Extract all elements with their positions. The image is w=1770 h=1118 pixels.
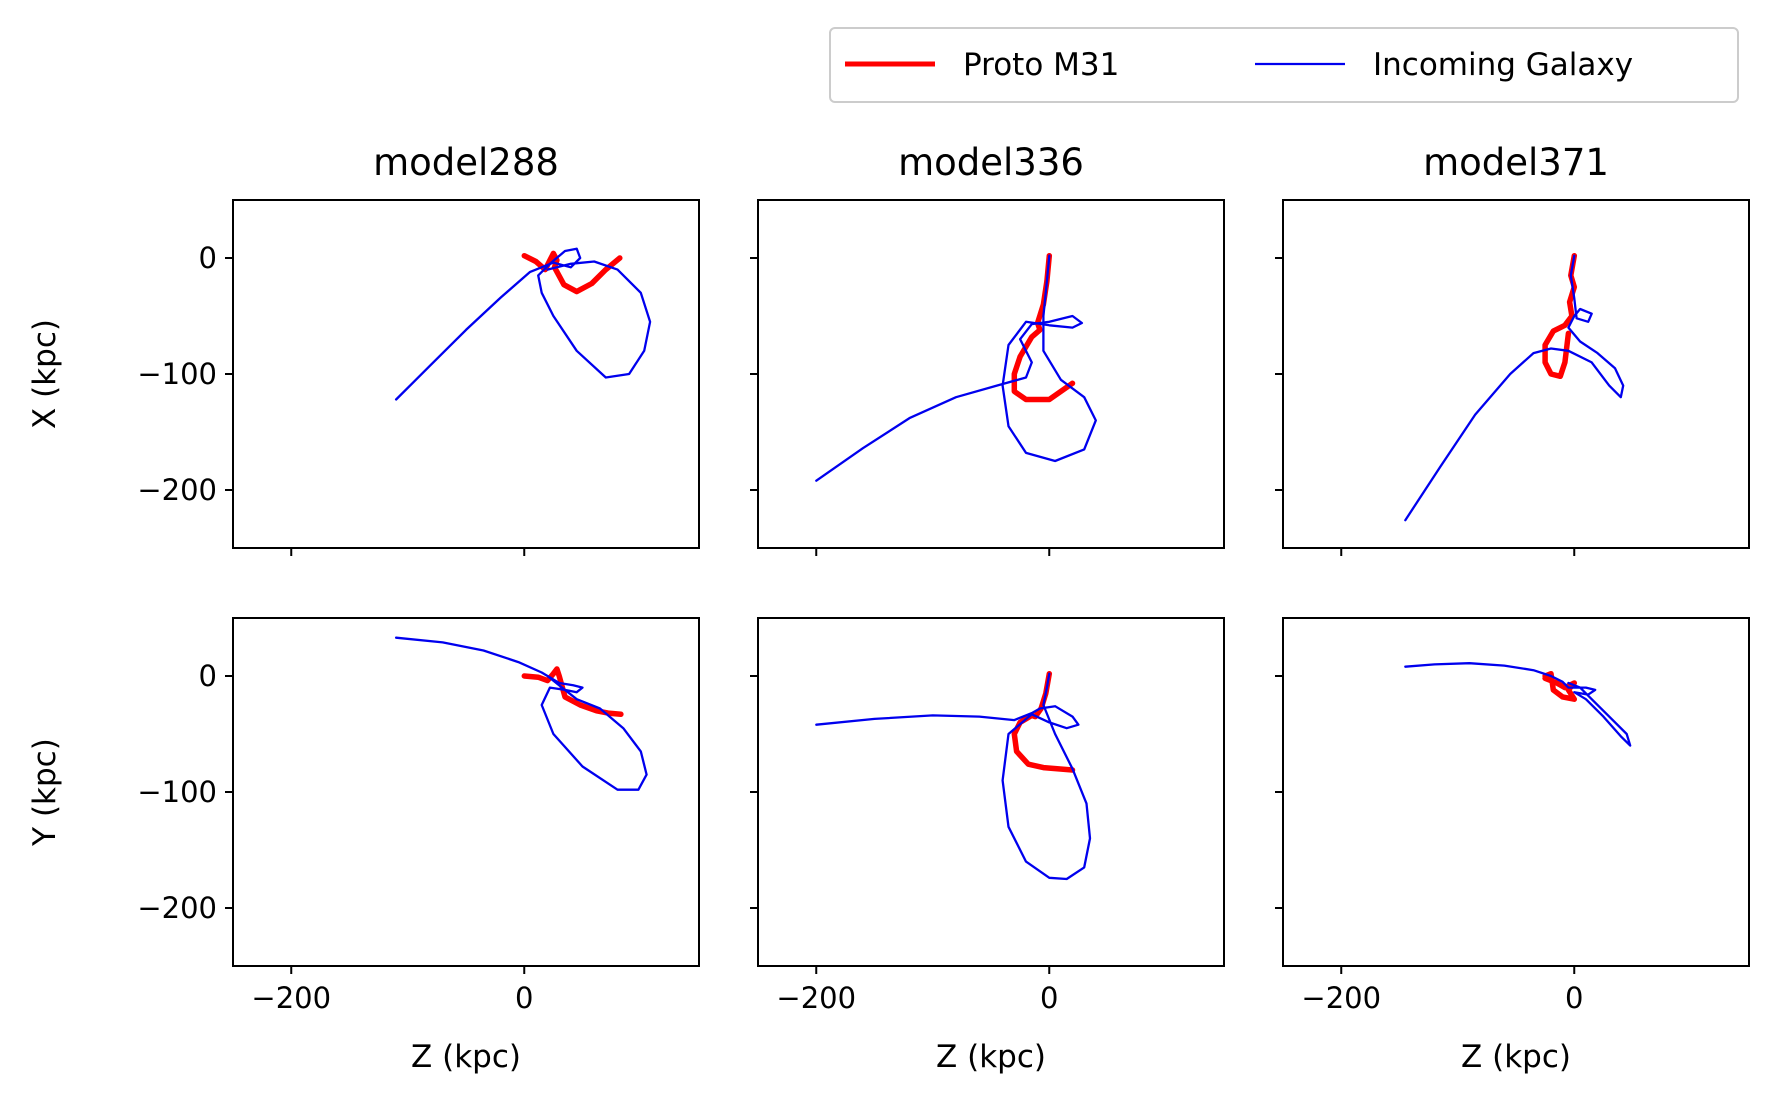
y-tick-label: −100 [137,775,217,809]
series-line-proto [1542,670,1578,702]
panel-model288-x-series [394,247,652,401]
panel-model371-x-series [1404,252,1625,522]
series-line-proto [521,250,623,295]
panel-model336-y-series [815,670,1092,881]
y-tick-label: 0 [199,659,217,693]
legend-label-incoming: Incoming Galaxy [1373,47,1633,83]
panel-model336-y-frame [757,617,1225,967]
x-tick-label: 0 [1565,981,1583,1015]
panels: 0 −100 −200 X (kpc) model288 0 −100 −200 −200 0 Z … [27,141,1750,1075]
series-line-incoming [1404,254,1625,522]
panel-model336-y: −200 0 Z (kpc) [750,617,1225,1075]
y-tick-label: −200 [137,891,217,925]
panel-model371-x: model371 [1275,141,1750,556]
series-line-proto [1542,252,1578,380]
x-tick-label: −200 [251,981,331,1015]
x-tick-label: 0 [1040,981,1058,1015]
y-tick-label: −100 [137,357,217,391]
y-axis-label-x: X (kpc) [27,319,63,429]
y-axis-label-y: Y (kpc) [27,738,63,847]
panel-model336-x-series [815,252,1097,482]
panel-model336-x-frame [757,199,1225,549]
legend-label-proto: Proto M31 [963,47,1119,83]
series-line-proto [521,666,624,718]
panel-model336-x: model336 [750,141,1225,556]
panel-model288-y: 0 −100 −200 −200 0 Z (kpc) Y (kpc) [27,617,700,1075]
y-tick-label: −200 [137,473,217,507]
series-line-incoming [394,636,648,791]
x-axis-label: Z (kpc) [411,1039,521,1075]
panel-title: model371 [1423,141,1609,184]
x-tick-label: −200 [1301,981,1381,1015]
panel-model288-y-series [394,636,648,791]
series-line-incoming [815,254,1097,482]
series-line-incoming [394,247,652,401]
panel-model371-x-frame [1282,199,1750,549]
x-axis-label: Z (kpc) [1461,1039,1571,1075]
panel-model371-y: −200 0 Z (kpc) [1275,617,1750,1075]
x-axis-label: Z (kpc) [936,1039,1046,1075]
panel-model371-y-frame [1282,617,1750,967]
series-line-incoming [815,672,1092,881]
series-line-incoming [1404,662,1632,747]
panel-title: model288 [373,141,559,184]
y-tick-label: 0 [199,241,217,275]
legend: Proto M31 Incoming Galaxy [829,27,1739,103]
x-tick-label: 0 [515,981,533,1015]
panel-title: model336 [898,141,1084,184]
panel-model371-y-series [1404,662,1632,747]
panel-model288-x: 0 −100 −200 X (kpc) model288 [27,141,700,556]
panel-model288-y-frame [232,617,700,967]
x-tick-label: −200 [776,981,856,1015]
